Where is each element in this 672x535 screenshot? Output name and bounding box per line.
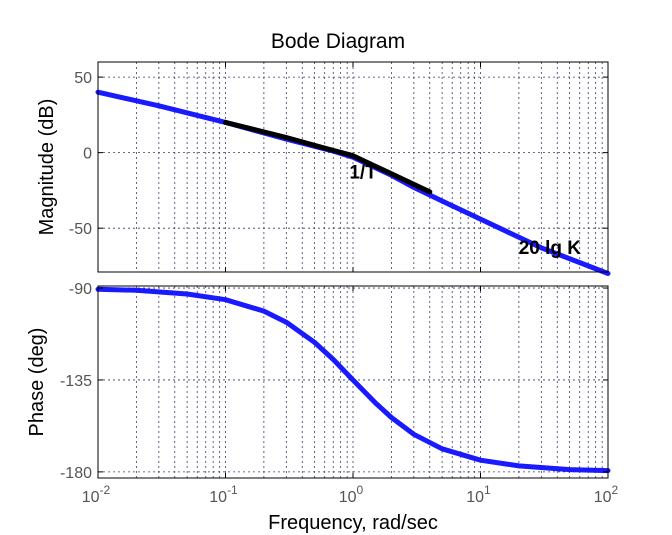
annotation-label: 1/T — [349, 162, 377, 183]
phase-grid — [98, 286, 608, 478]
phase-series-line-1 — [95, 286, 611, 474]
chart-title: Bode Diagram — [271, 30, 405, 53]
x-tick-label: 10-1 — [209, 483, 238, 506]
x-tick-label: 10-2 — [82, 483, 111, 506]
y-tick-label: 50 — [74, 70, 92, 87]
y-tick-label: -50 — [69, 221, 92, 238]
phase-y-ticks: -90 -135 -180 — [60, 281, 609, 482]
magnitude-y-ticks: 50 0 -50 — [69, 62, 609, 272]
x-tick-label: 102 — [594, 483, 619, 506]
x-tick-label: 100 — [339, 483, 364, 506]
y-tick-label: -180 — [60, 465, 92, 482]
phase-y-axis-label: Phase (deg) — [26, 328, 48, 437]
annotation-label: 20 lg K — [519, 238, 582, 259]
y-tick-label: -135 — [60, 373, 92, 390]
phase-panel: -90 -135 -180 Phase (deg) — [26, 281, 611, 482]
frequency-x-ticks: 10-2 10-1 100 101 102 — [82, 483, 619, 506]
magnitude-panel: 50 0 -50 1/T 20 lg K Magnitude (dB) — [36, 61, 611, 276]
magnitude-grid — [98, 62, 608, 272]
x-tick-label: 101 — [466, 483, 491, 506]
x-axis-label: Frequency, rad/sec — [268, 512, 438, 534]
phase-series — [95, 286, 611, 474]
magnitude-annotations: 1/T 20 lg K — [349, 162, 581, 259]
y-tick-label: -90 — [69, 281, 92, 298]
magnitude-y-axis-label: Magnitude (dB) — [36, 99, 58, 236]
magnitude-series-line-2 — [223, 119, 433, 195]
y-tick-label: 0 — [83, 146, 92, 163]
magnitude-series — [95, 89, 611, 276]
